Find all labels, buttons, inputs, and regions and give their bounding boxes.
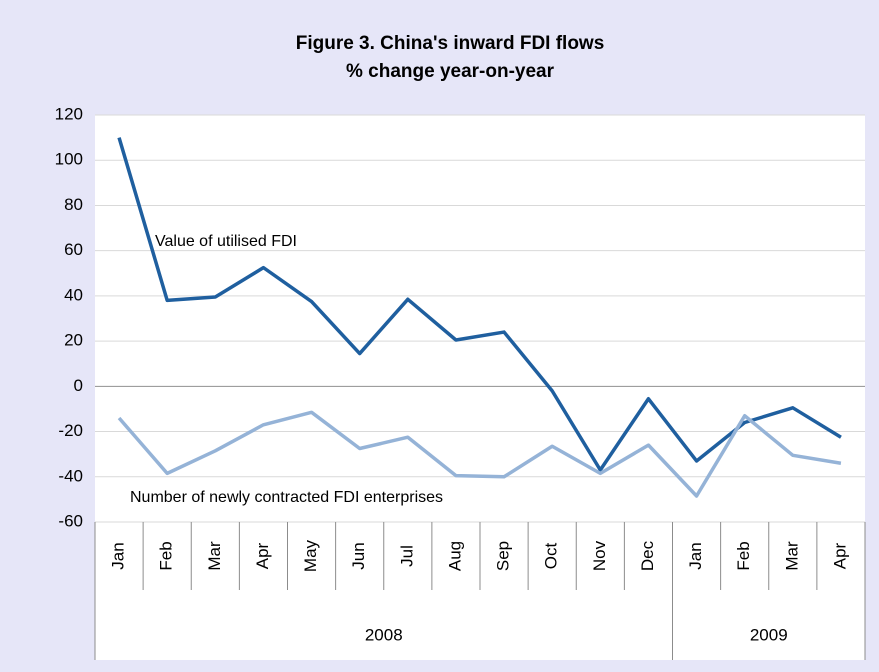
x-tick-label: Jun	[349, 542, 368, 569]
x-tick-label: Dec	[638, 540, 657, 571]
y-tick-label: 80	[64, 195, 83, 214]
x-tick-label: Feb	[157, 541, 176, 570]
x-tick-label: Jan	[686, 542, 705, 569]
y-tick-label: 0	[74, 376, 83, 395]
x-tick-label: Aug	[445, 541, 464, 571]
y-tick-label: 120	[55, 104, 83, 123]
x-tick-label: Mar	[205, 541, 224, 571]
x-tick-label: Oct	[542, 543, 561, 570]
y-tick-label: -40	[58, 466, 83, 485]
x-tick-label: Mar	[782, 541, 801, 571]
chart-title: Figure 3. China's inward FDI flows	[296, 33, 605, 54]
x-tick-label: Apr	[830, 542, 849, 569]
series-label: Value of utilised FDI	[155, 233, 297, 250]
y-tick-label: -60	[58, 511, 83, 530]
y-tick-label: 60	[64, 240, 83, 259]
x-tick-label: May	[301, 539, 320, 572]
series-line	[117, 410, 842, 498]
y-tick-label: 100	[55, 150, 83, 169]
series-label: Number of newly contracted FDI enterpris…	[130, 489, 443, 506]
x-tick-label: Jan	[109, 542, 128, 569]
x-tick-label: Jul	[397, 545, 416, 567]
x-tick-label: Feb	[734, 541, 753, 570]
y-tick-label: -20	[58, 421, 83, 440]
x-tick-label: Sep	[494, 541, 513, 571]
y-tick-label: 20	[64, 331, 83, 350]
group-label: 2008	[365, 625, 403, 644]
y-tick-label: 40	[64, 285, 83, 304]
group-label: 2009	[750, 625, 788, 644]
chart-subtitle: % change year-on-year	[346, 61, 555, 82]
series-line	[117, 137, 842, 472]
x-tick-label: Nov	[590, 540, 609, 571]
x-tick-label: Apr	[253, 542, 272, 569]
